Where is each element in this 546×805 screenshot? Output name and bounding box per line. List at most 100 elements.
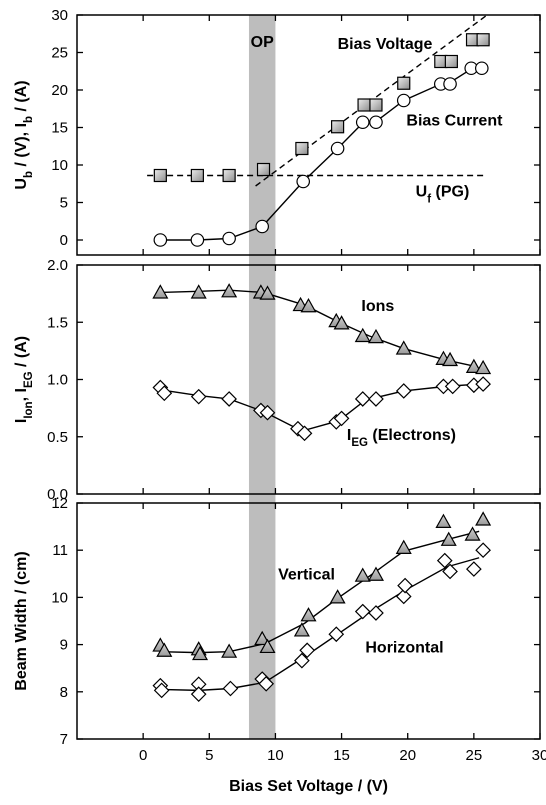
text-part: Ion: [23, 401, 35, 418]
triangle-marker: [221, 283, 238, 298]
triangle-marker: [354, 567, 371, 582]
triangle-marker: [293, 622, 310, 637]
triangle-marker: [395, 340, 412, 355]
y-tick-label: 2.0: [47, 257, 68, 274]
square-marker: [153, 168, 167, 183]
x-tick-label: 10: [267, 747, 284, 764]
circle-marker: [474, 61, 489, 76]
circle-marker: [222, 231, 236, 246]
y-tick-label: 0: [60, 232, 68, 249]
text-part: U: [13, 178, 30, 190]
square-marker: [444, 54, 458, 69]
y-tick-label: 30: [51, 7, 68, 24]
overlay-layer: OP: [251, 34, 274, 51]
x-tick-label: 30: [532, 747, 546, 764]
x-tick-label: 20: [399, 747, 416, 764]
diamond-marker: [442, 563, 458, 580]
square-marker: [190, 168, 204, 183]
y-axis-label: IIon, IEG / (A): [13, 336, 35, 423]
diamond-marker: [153, 682, 170, 699]
square-marker: [357, 98, 371, 112]
y-tick-label: 1.0: [47, 372, 68, 389]
circle-marker: [190, 233, 205, 247]
triangle-marker: [475, 511, 492, 526]
text-part: f: [427, 194, 431, 206]
triangle-marker: [464, 526, 481, 541]
diamond-marker: [190, 388, 207, 405]
text-part: (Electrons): [368, 427, 456, 444]
text-part: EG: [23, 371, 35, 388]
series-electrons: [152, 376, 491, 442]
square-marker: [331, 120, 345, 134]
square-marker: [256, 162, 271, 177]
series-curve: [160, 557, 480, 692]
text-part: / (A): [13, 336, 30, 372]
y-tick-label: 10: [51, 157, 68, 174]
panel-middle: 0.0 0.5 1.0 1.5 2.0 IIon, IEG / (A) Ions I EG (E…: [13, 257, 541, 503]
x-tick-label: 5: [205, 747, 213, 764]
triangle-marker: [395, 539, 412, 554]
panel-top: 0 5 10 15 20 25 30 Ub / (V), Ib / (A) Bias Volta…: [13, 7, 541, 256]
triangle-marker: [190, 284, 207, 299]
vertical-label: Vertical: [278, 566, 335, 583]
text-part: Ions: [361, 298, 394, 315]
triangle-marker: [259, 638, 276, 654]
diamond-marker: [475, 542, 491, 559]
y-tick-label: 8: [60, 684, 68, 701]
diamond-marker: [258, 675, 275, 692]
y-tick-label: 15: [51, 120, 68, 137]
text-part: (PG): [431, 184, 469, 201]
panels-layer: 0 5 10 15 20 25 30 Ub / (V), Ib / (A) Bias Volta…: [13, 7, 546, 795]
diamond-marker: [475, 376, 491, 392]
triangle-marker: [152, 284, 169, 299]
triangle-marker: [367, 566, 384, 581]
text-part: b: [23, 116, 35, 123]
triangle-marker: [259, 285, 276, 300]
op-band: [248, 15, 276, 739]
diamond-marker: [444, 378, 461, 395]
series-vertical: [152, 511, 492, 661]
diamond-marker: [221, 391, 237, 407]
circle-marker: [255, 219, 269, 234]
series-curve: [160, 383, 480, 432]
square-marker: [397, 76, 411, 90]
circle-marker: [330, 141, 345, 156]
circle-marker: [153, 233, 168, 247]
diamond-marker: [368, 605, 384, 621]
square-marker: [369, 98, 383, 112]
y-tick-label: 25: [51, 45, 68, 62]
diamond-marker: [466, 561, 482, 577]
y-tick-label: 20: [51, 82, 68, 99]
y-tick-label: 0.5: [47, 429, 68, 446]
diamond-marker: [333, 410, 350, 427]
diamond-marker: [395, 383, 412, 399]
triangle-marker: [354, 327, 371, 343]
y-tick-label: 7: [60, 731, 68, 748]
y-tick-label: 1.5: [47, 314, 68, 331]
text-part: , I: [13, 388, 30, 401]
bias-current-label: Bias Current: [406, 112, 503, 129]
y-tick-label: 12: [51, 495, 68, 512]
series-curve: [160, 530, 480, 654]
horizontal-label: Horizontal: [365, 640, 443, 657]
panel-bottom: 7 8 9 10 11 12 0 5 10 15 20 25 30 Beam Width / (cm) Bi…: [13, 495, 546, 795]
square-marker: [295, 141, 309, 156]
triangle-marker: [329, 589, 346, 604]
text-part: U: [416, 184, 428, 201]
triangle-marker: [367, 328, 384, 344]
triangle-marker: [442, 351, 459, 367]
bias-voltage-label: Bias Voltage: [338, 36, 433, 53]
panel-frame: [76, 14, 541, 256]
y-tick-label: 0.0: [47, 486, 68, 503]
diamond-marker: [156, 385, 173, 402]
triangle-marker: [156, 642, 173, 657]
y-tick-label: 10: [51, 589, 68, 606]
series-horizontal: [152, 542, 491, 703]
text-part: I: [347, 427, 351, 444]
diamond-marker: [395, 588, 412, 605]
series-curve: [160, 67, 482, 241]
x-tick-label: 15: [333, 747, 350, 764]
text-part: / (V), I: [13, 123, 30, 171]
diamond-marker: [354, 603, 371, 620]
